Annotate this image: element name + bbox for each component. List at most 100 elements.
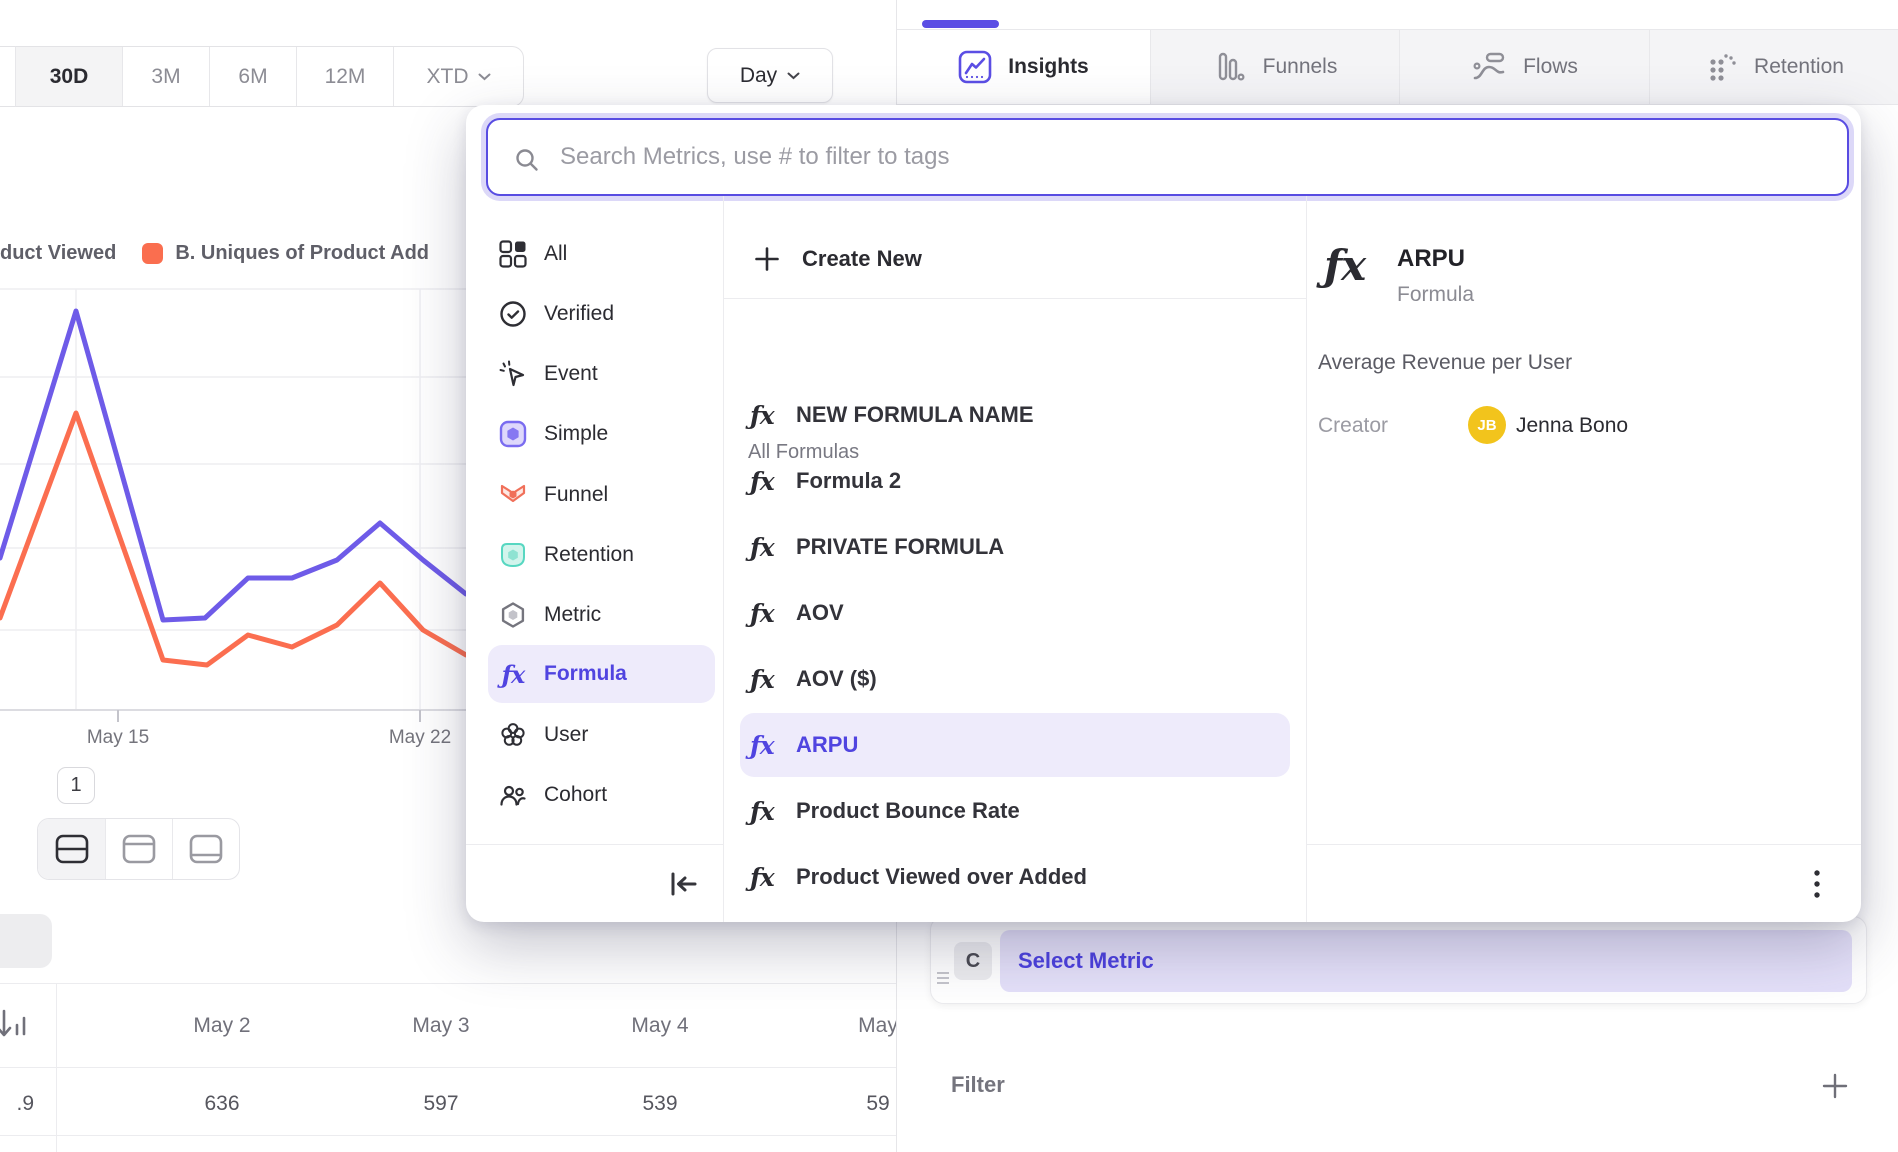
category-retention[interactable]: Retention (488, 526, 715, 584)
layout-top-button[interactable] (105, 819, 172, 879)
verified-badge-icon (496, 297, 530, 331)
formula-list-item-selected[interactable]: ƒx ARPU (740, 713, 1290, 777)
fx-icon: ƒx (750, 466, 775, 496)
category-simple[interactable]: Simple (488, 405, 715, 463)
sidebar-divider (723, 196, 724, 922)
range-6m-button[interactable]: 6M (209, 47, 296, 106)
table-value-cell: 636 (204, 1092, 240, 1115)
user-flower-icon (496, 718, 530, 752)
fx-icon: ƒx (750, 598, 775, 628)
insights-chart-icon (958, 50, 992, 84)
page-1-button[interactable]: 1 (57, 767, 95, 804)
tab-insights[interactable]: Insights (897, 30, 1150, 104)
granularity-dropdown[interactable]: Day (707, 48, 833, 103)
formula-list-item[interactable]: ƒx AOV (750, 598, 844, 628)
formula-list-item[interactable]: ƒx NEW FORMULA NAME (750, 400, 1034, 430)
layout-bottom-button[interactable] (172, 819, 239, 879)
category-verified[interactable]: Verified (488, 285, 715, 343)
fx-icon: ƒx (750, 664, 775, 694)
add-filter-icon[interactable] (1821, 1072, 1849, 1100)
funnels-bars-icon (1218, 52, 1245, 81)
tab-flows[interactable]: Flows (1399, 30, 1649, 104)
metric-row-card: C Select Metric (930, 916, 1867, 1004)
creator-label: Creator (1318, 414, 1389, 437)
x-axis-tick-label: May 15 (86, 727, 150, 748)
category-metric[interactable]: Metric (488, 586, 715, 644)
formula-fx-icon: ƒx (501, 659, 526, 689)
line-chart (0, 288, 466, 722)
legend-swatch-b (142, 242, 164, 264)
category-formula[interactable]: ƒx Formula (488, 645, 715, 703)
table-value-cell: 59 (866, 1092, 890, 1115)
table-header-cell: May 2 (193, 1014, 251, 1037)
formula-list-item[interactable]: ƒx PRIVATE FORMULA (750, 532, 1005, 562)
drag-handle-icon[interactable] (936, 970, 950, 986)
sidebar-footer-divider (466, 844, 723, 845)
table-top-border (0, 983, 896, 984)
simple-metric-icon (496, 417, 530, 451)
time-range-control: 30D 3M 6M 12M XTD (16, 46, 524, 107)
create-new-button[interactable]: Create New (740, 231, 1290, 287)
metric-letter-badge: C (954, 942, 992, 980)
funnel-metric-icon (496, 478, 530, 512)
tab-retention[interactable]: Retention (1649, 30, 1898, 104)
metric-hexagon-icon (496, 598, 530, 632)
tab-funnels[interactable]: Funnels (1150, 30, 1399, 104)
more-options-kebab-icon[interactable] (1813, 869, 1821, 901)
fx-icon: ƒx (750, 400, 775, 430)
formula-list-item[interactable]: ƒx AOV ($) (750, 664, 877, 694)
layout-toggle-group (37, 818, 240, 880)
metric-search-input[interactable] (560, 120, 1830, 194)
category-event[interactable]: Event (488, 345, 715, 403)
retention-dots-icon (1710, 54, 1736, 81)
cohort-people-icon (496, 778, 530, 812)
table-value-cell: 597 (423, 1092, 459, 1115)
table-header-cell: May 4 (631, 1014, 689, 1037)
legend-series-a[interactable]: duct Viewed (0, 241, 117, 264)
table-row-border (0, 1067, 896, 1068)
bottom-panel-layout-icon (189, 834, 223, 864)
table-value-cell: 539 (642, 1092, 678, 1115)
legend-series-b[interactable]: B. Uniques of Product Add (175, 241, 430, 264)
layout-split-button[interactable] (38, 819, 105, 879)
category-cohort[interactable]: Cohort (488, 766, 715, 824)
formula-list-item[interactable]: ƒx Product Bounce Rate (750, 796, 1020, 826)
table-header-cell: May 3 (412, 1014, 470, 1037)
fx-icon: ƒx (750, 730, 775, 760)
flows-stream-icon (1473, 52, 1505, 80)
table-header-cell: May (858, 1014, 896, 1037)
formula-fx-large-icon: ƒx (1324, 241, 1366, 290)
cropped-side-button[interactable] (0, 914, 52, 968)
split-layout-icon (55, 834, 88, 864)
time-range-cropped-segment[interactable] (0, 46, 16, 107)
metric-search-container (486, 118, 1849, 196)
report-type-tabs: Insights Funnels Flows (897, 29, 1898, 105)
x-axis-tick-label: May 22 (388, 727, 452, 748)
chevron-down-icon (787, 72, 800, 79)
retention-metric-icon (496, 538, 530, 572)
category-all[interactable]: All (488, 225, 715, 283)
detail-title: ARPU (1397, 245, 1466, 272)
fx-icon: ƒx (750, 532, 775, 562)
sort-descending-icon[interactable] (0, 1006, 30, 1042)
formula-list-item[interactable]: ƒx Product Viewed over Added (750, 862, 1087, 892)
range-30d-button[interactable]: 30D (16, 47, 122, 106)
plus-icon (755, 247, 779, 271)
range-3m-button[interactable]: 3M (122, 47, 209, 106)
category-funnel[interactable]: Funnel (488, 466, 715, 524)
detail-type: Formula (1397, 283, 1475, 306)
search-icon (516, 149, 538, 171)
range-xtd-dropdown[interactable]: XTD (393, 47, 523, 106)
chevron-down-icon (478, 73, 490, 80)
top-panel-layout-icon (122, 834, 156, 864)
chart-legend: duct Viewed B. Uniques of Product Add (0, 238, 466, 268)
range-12m-button[interactable]: 12M (296, 47, 393, 106)
table-row-border (0, 1135, 896, 1136)
creator-name: Jenna Bono (1516, 414, 1629, 437)
collapse-sidebar-icon[interactable] (668, 871, 700, 897)
select-metric-field[interactable]: Select Metric (1000, 930, 1852, 992)
create-new-divider (723, 298, 1306, 299)
category-user[interactable]: User (488, 706, 715, 764)
formula-list-item[interactable]: ƒx Formula 2 (750, 466, 902, 496)
